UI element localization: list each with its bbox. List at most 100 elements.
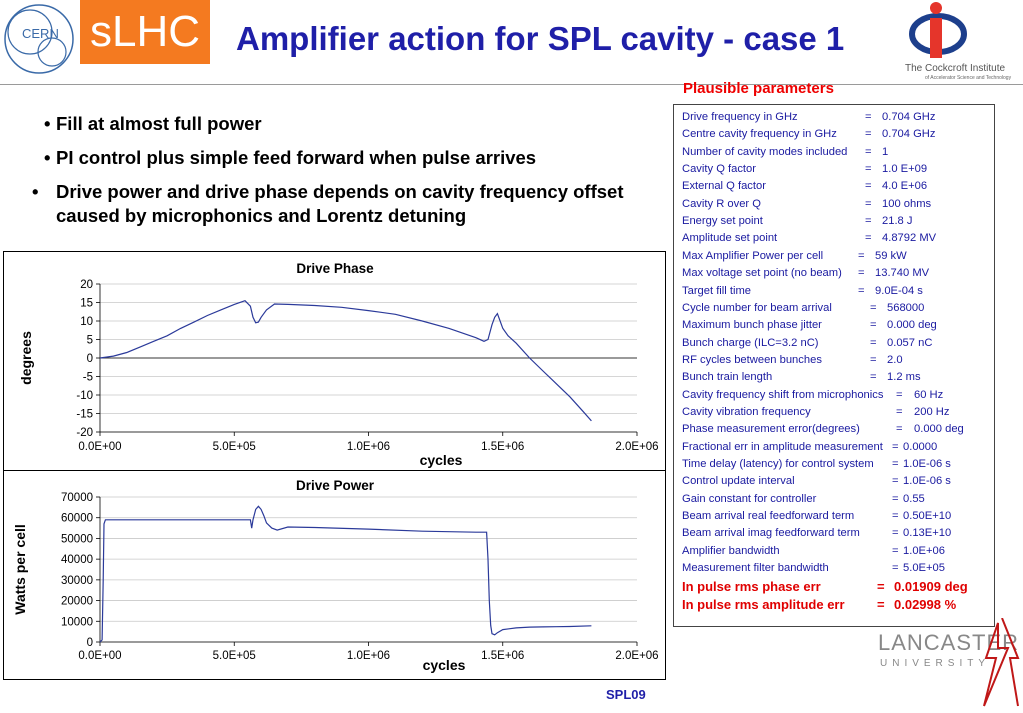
param-value: 0.000 deg [914, 423, 964, 436]
param-row: Phase measurement error(degrees) = 0.000 d… [682, 423, 964, 436]
page-title: Amplifier action for SPL cavity - case 1 [236, 20, 845, 57]
x-tick-label: 5.0E+05 [213, 650, 256, 662]
param-label: Bunch train length [682, 371, 773, 384]
param-equals: = [870, 301, 877, 314]
param-row: Max Amplifier Power per cell = 59 kW [682, 249, 907, 262]
param-value: 0.000 deg [887, 319, 937, 332]
y-tick-label: -10 [76, 390, 93, 402]
param-value: 0.704 GHz [882, 111, 936, 123]
cern-logo: CERN [2, 2, 76, 76]
param-value: 4.0 E+06 [882, 180, 928, 193]
param-row: Cavity vibration frequency = 200 Hz [682, 405, 949, 418]
param-label: Control update interval [682, 475, 795, 488]
chart-border [3, 470, 666, 680]
param-row: Cavity frequency shift from microphonics… [682, 389, 943, 401]
param-label: Amplitude set point [682, 232, 778, 245]
param-equals: = [865, 145, 872, 158]
param-equals: = [892, 475, 899, 488]
x-tick-label: 2.0E+06 [615, 441, 658, 453]
param-label: Cavity R over Q [682, 197, 761, 210]
param-row: Cavity R over Q = 100 ohms [682, 197, 931, 210]
x-tick-label: 1.5E+06 [481, 650, 524, 662]
param-equals: = [865, 180, 872, 193]
param-equals: = [865, 197, 872, 210]
y-tick-label: 20000 [61, 596, 93, 608]
param-row: Energy set point = 21.8 J [682, 215, 912, 228]
param-value: 0.02998 % [894, 596, 957, 612]
param-row: Drive frequency in GHz = 0.704 GHz [682, 111, 935, 123]
chart-2: Drive Power 70000 60000 50000 40000 30000 2000… [3, 470, 666, 680]
param-label: Centre cavity frequency in GHz [682, 128, 837, 141]
param-value: 0.057 nC [887, 336, 933, 349]
param-row: Bunch charge (ILC=3.2 nC) = 0.057 nC [682, 336, 932, 349]
param-value: 2.0 [887, 353, 903, 366]
param-value: 1.0 E+09 [882, 163, 928, 176]
param-label: External Q factor [682, 180, 766, 193]
param-equals: = [865, 128, 872, 141]
param-equals: = [870, 336, 877, 349]
x-tick-label: 0.0E+00 [78, 441, 121, 453]
param-label: Cycle number for beam arrival [682, 301, 832, 314]
param-value: 0.704 GHz [882, 128, 936, 141]
cockcroft-institute-logo [900, 0, 1022, 82]
param-equals: = [892, 544, 899, 557]
bullet-item: • Drive power and drive phase depends on … [32, 181, 624, 226]
params-title: Plausible parameters [683, 80, 834, 97]
chart-title: Drive Power [296, 478, 375, 493]
param-label: Phase measurement error(degrees) [682, 423, 860, 436]
param-value: 200 Hz [914, 405, 950, 418]
param-value: 1.0E+06 [903, 544, 945, 557]
param-label: Max Amplifier Power per cell [682, 249, 824, 262]
param-value: 59 kW [875, 249, 907, 262]
series-line [99, 505, 592, 643]
y-tick-label: 0 [87, 353, 93, 365]
param-equals: = [865, 232, 872, 245]
param-label: Cavity vibration frequency [682, 405, 811, 418]
param-row: Measurement filter bandwidth = 5.0E+05 [682, 562, 945, 575]
param-equals: = [858, 284, 865, 297]
y-tick-label: 60000 [61, 513, 93, 525]
x-tick-label: 0.0E+00 [78, 650, 121, 662]
param-label: Bunch charge (ILC=3.2 nC) [682, 336, 819, 349]
param-label: Fractional err in amplitude measurement [682, 440, 883, 453]
param-row: Target fill time = 9.0E-04 s [682, 284, 923, 297]
chart-1: Drive Phase 20 15 10 5 0 -5 -10 -15 -20 0.0E+00 5.0… [3, 251, 666, 471]
cockcroft-logo-text: The Cockcroft Institute [905, 63, 1006, 74]
param-equals: = [865, 111, 872, 123]
param-row: Control update interval = 1.0E-06 s [682, 475, 951, 488]
lancaster-logo-subtext: UNIVERSITY [880, 658, 990, 669]
param-row: Max voltage set point (no beam) = 13.740 M… [682, 267, 929, 279]
series-line [99, 300, 592, 422]
param-value: 0.55 [903, 492, 925, 505]
slhc-badge: sLHC [80, 0, 210, 64]
slide-footer: SPL09 [606, 687, 646, 702]
param-value: 1 [882, 145, 889, 158]
x-tick-label: 5.0E+05 [213, 441, 256, 453]
param-label: Target fill time [682, 284, 752, 297]
param-equals: = [870, 353, 877, 366]
param-equals: = [870, 371, 877, 384]
param-row: Time delay (latency) for control system =… [682, 458, 951, 470]
param-label: Beam arrival real feedforward term [682, 510, 855, 523]
param-value: 21.8 J [882, 215, 913, 228]
y-tick-label: -15 [76, 409, 93, 421]
bullet-item: • PI control plus simple feed forward whe… [44, 147, 537, 168]
param-row: Amplitude set point = 4.8792 MV [682, 232, 936, 245]
param-label: Energy set point [682, 215, 763, 228]
y-tick-label: 15 [80, 298, 93, 310]
param-label: Beam arrival imag feedforward term [682, 527, 860, 540]
param-equals: = [892, 458, 899, 470]
param-label: Cavity Q factor [682, 163, 756, 176]
param-label: Drive frequency in GHz [682, 111, 798, 123]
param-label: Measurement filter bandwidth [682, 562, 829, 575]
param-value: 0.01909 deg [894, 579, 968, 595]
bullet-item: • Fill at almost full power [44, 113, 262, 134]
y-tick-label: 10000 [61, 616, 93, 628]
param-row: Maximum bunch phase jitter = 0.000 deg [682, 319, 937, 331]
param-label: Number of cavity modes included [682, 145, 848, 158]
param-equals: = [865, 215, 872, 228]
param-equals: = [892, 562, 899, 575]
param-label: Time delay (latency) for control system [682, 458, 874, 470]
x-tick-label: 1.0E+06 [347, 441, 390, 453]
y-tick-label: 70000 [61, 492, 93, 504]
